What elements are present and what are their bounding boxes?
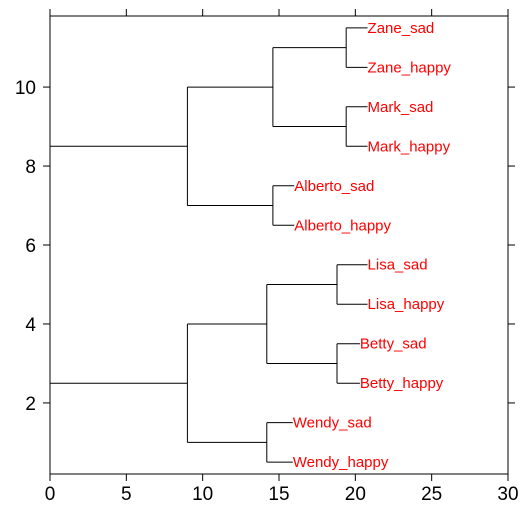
- dendrogram-links: [49, 27, 368, 463]
- leaf-label: Wendy_happy: [293, 454, 389, 471]
- leaf-label: Lisa_sad: [368, 257, 428, 274]
- x-tick-label: 30: [497, 484, 518, 505]
- y-tick-label: 4: [25, 315, 36, 336]
- leaf-label: Mark_happy: [368, 138, 451, 155]
- leaf-label: Betty_happy: [360, 375, 444, 392]
- leaf-label: Zane_happy: [368, 59, 452, 76]
- y-tick-label: 2: [25, 394, 36, 415]
- x-tick-label: 5: [121, 484, 132, 505]
- y-tick-label: 10: [15, 78, 36, 99]
- leaf-label: Betty_sad: [360, 336, 427, 353]
- leaf-label: Wendy_sad: [293, 415, 372, 432]
- x-tick-label: 15: [268, 484, 289, 505]
- x-tick-label: 25: [421, 484, 442, 505]
- y-axis: 2 4 6 8 10: [15, 78, 515, 415]
- y-tick-label: 6: [25, 236, 36, 257]
- x-tick-label: 10: [192, 484, 213, 505]
- leaf-labels: Zane_sad Zane_happy Mark_sad Mark_happy Albe…: [293, 20, 452, 471]
- leaf-label: Alberto_sad: [294, 178, 374, 195]
- x-tick-label: 20: [345, 484, 366, 505]
- y-tick-label: 8: [25, 157, 36, 178]
- leaf-label: Lisa_happy: [368, 296, 445, 313]
- plot-frame: [49, 15, 509, 475]
- leaf-label: Zane_sad: [368, 20, 435, 37]
- leaf-label: Alberto_happy: [294, 217, 391, 234]
- x-axis: 0 5 10 15 20 25 30: [45, 9, 519, 505]
- leaf-label: Mark_sad: [368, 99, 434, 116]
- x-tick-label: 0: [45, 484, 56, 505]
